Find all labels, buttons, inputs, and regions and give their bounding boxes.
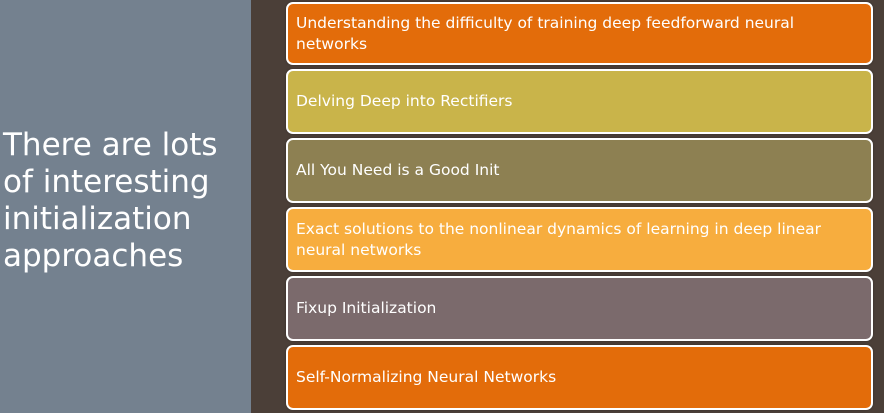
list-item-saxe[interactable]: Exact solutions to the nonlinear dynamic… — [286, 207, 873, 272]
list-item-label: All You Need is a Good Init — [296, 161, 500, 179]
list-item-label: Delving Deep into Rectifiers — [296, 92, 513, 110]
list-item-fixup[interactable]: Fixup Initialization — [286, 276, 873, 341]
list-item-selu[interactable]: Self-Normalizing Neural Networks — [286, 345, 873, 410]
list-item-he[interactable]: Delving Deep into Rectifiers — [286, 69, 873, 134]
slide-title: There are lots of interesting initializa… — [3, 127, 218, 274]
list-item-lsuv[interactable]: All You Need is a Good Init — [286, 138, 873, 203]
list-item-label: Exact solutions to the nonlinear dynamic… — [296, 219, 821, 259]
list-item-glorot[interactable]: Understanding the difficulty of training… — [286, 2, 873, 65]
list-item-label: Understanding the difficulty of training… — [296, 13, 795, 53]
approach-list: Understanding the difficulty of training… — [286, 2, 877, 412]
title-panel: There are lots of interesting initializa… — [0, 0, 251, 413]
list-item-label: Fixup Initialization — [296, 299, 437, 317]
list-item-label: Self-Normalizing Neural Networks — [296, 368, 557, 386]
